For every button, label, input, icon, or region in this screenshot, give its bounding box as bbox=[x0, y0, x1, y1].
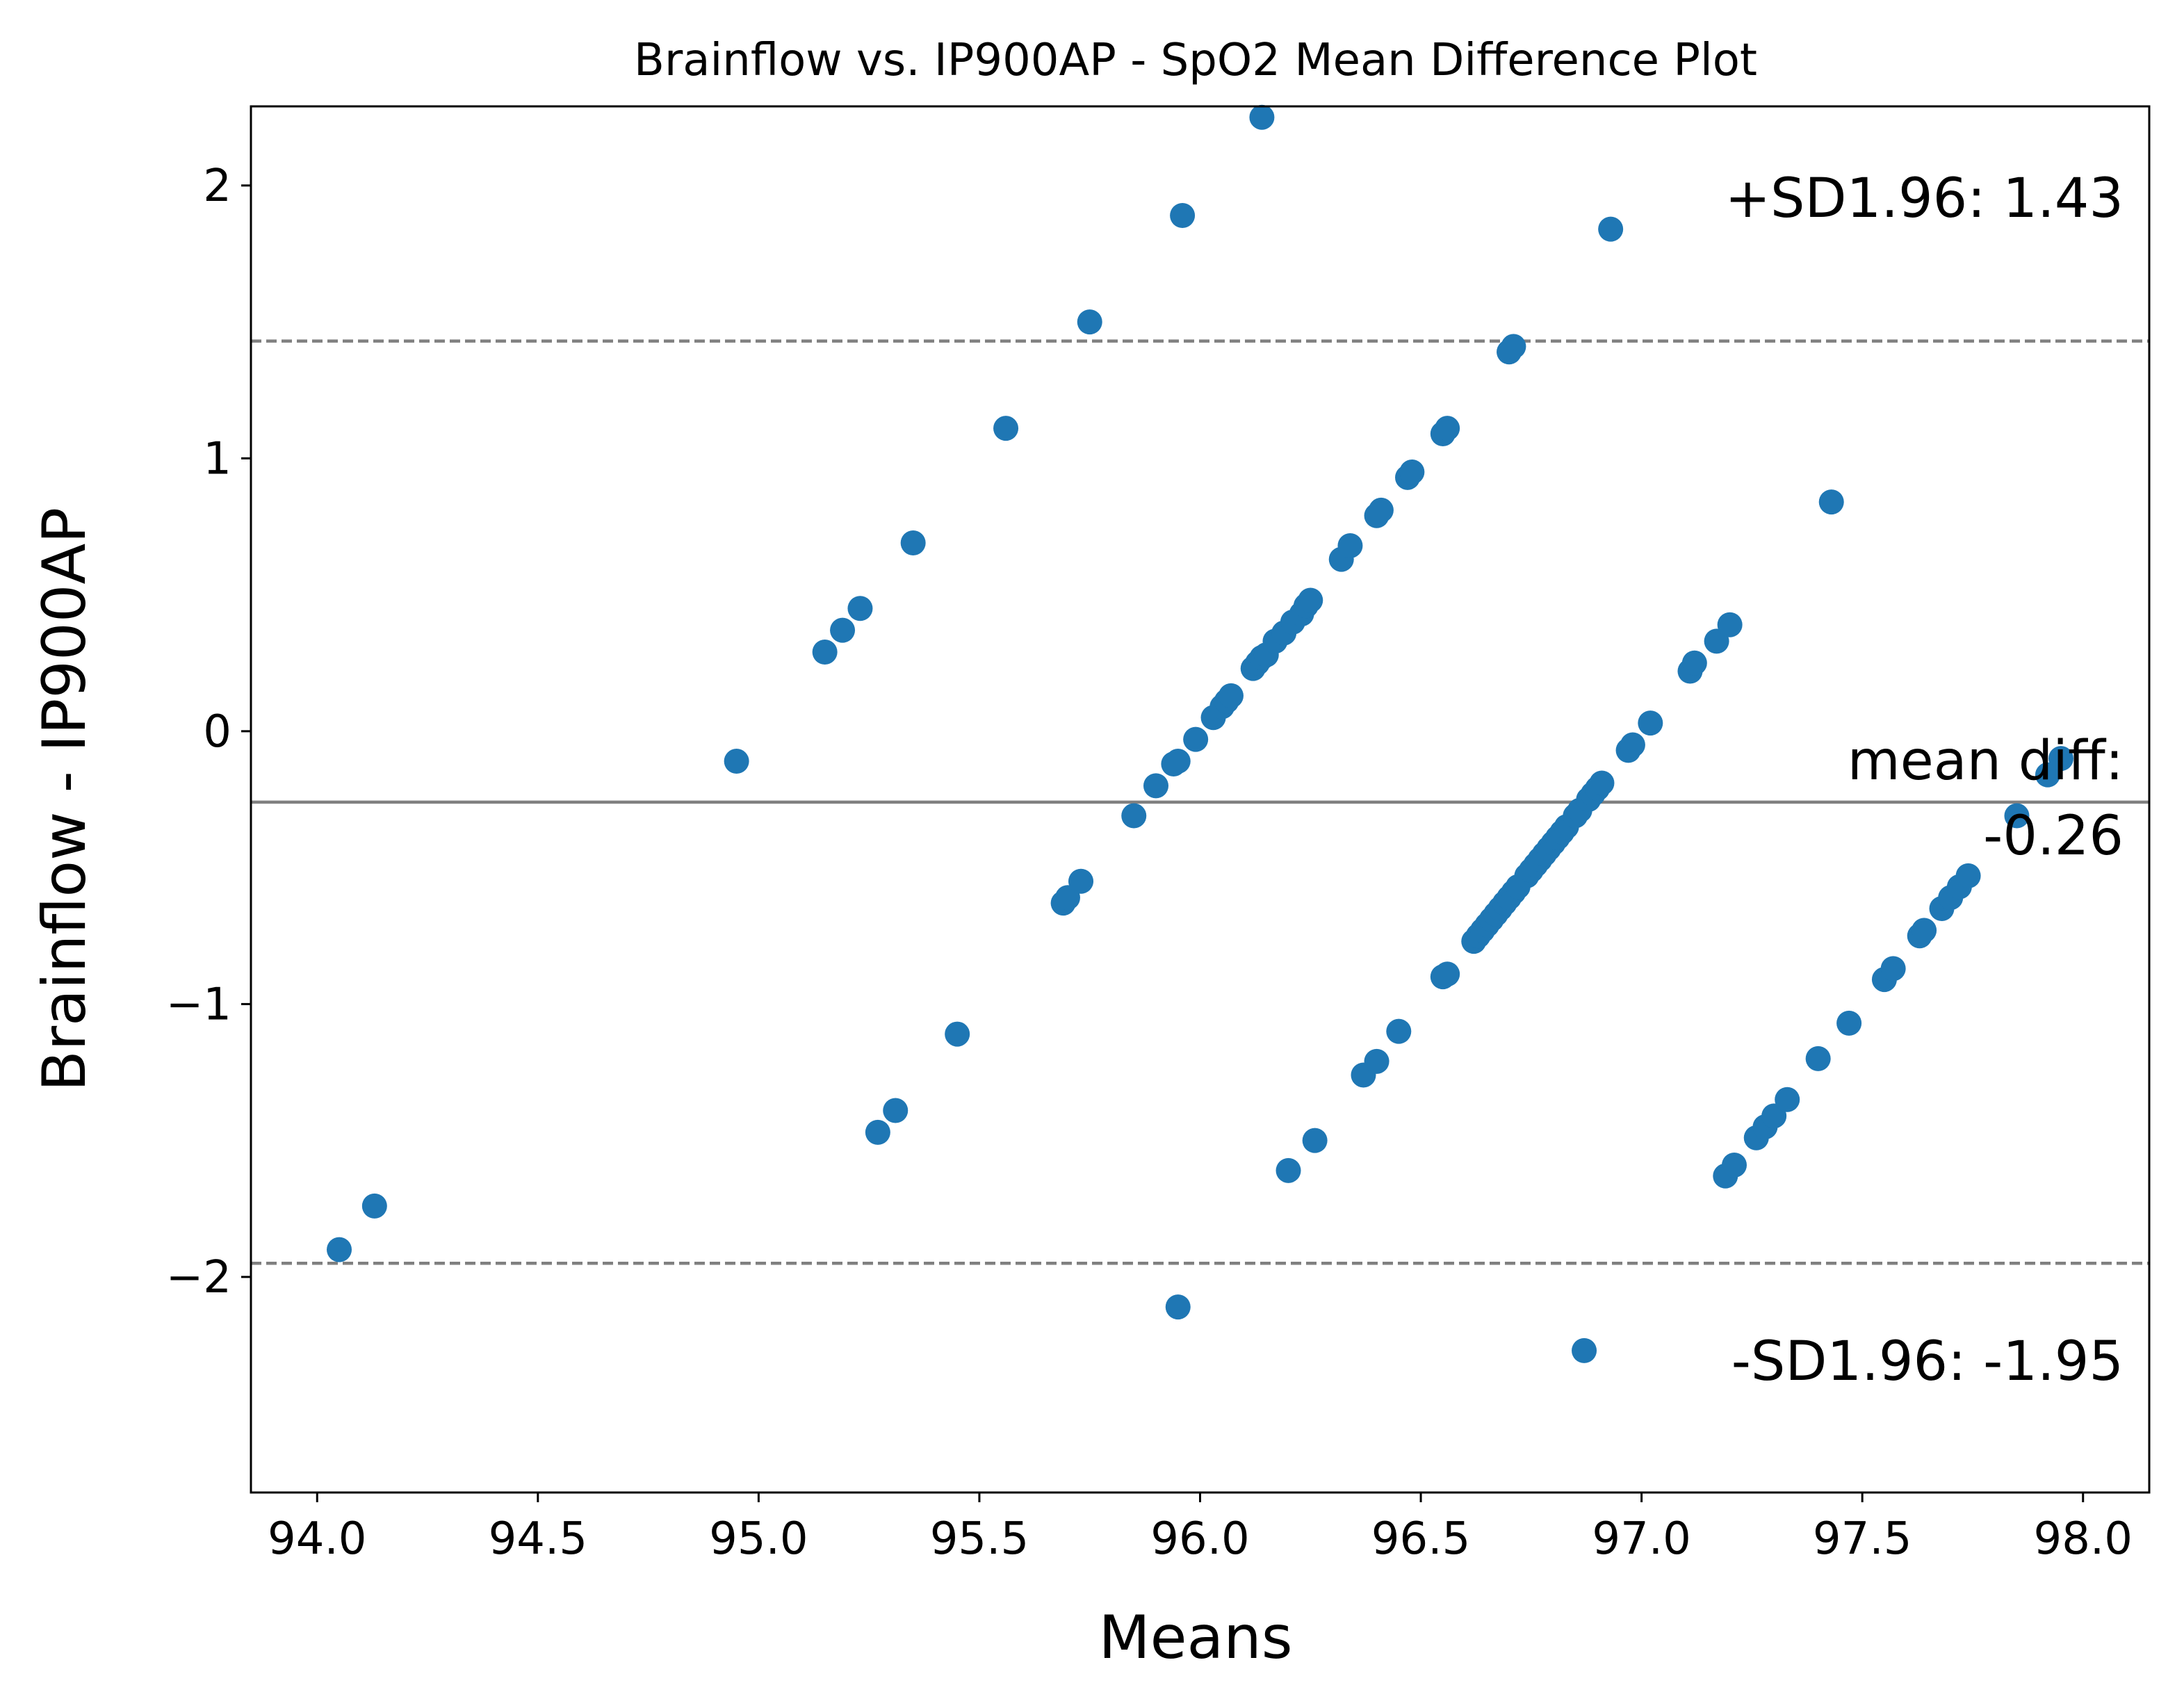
data-point bbox=[1165, 1294, 1191, 1320]
data-point bbox=[1302, 1128, 1328, 1153]
data-point bbox=[1912, 918, 1937, 943]
y-tick-label: −2 bbox=[166, 1252, 231, 1303]
annotations: +SD1.96: 1.43 mean diff: -0.26 -SD1.96: … bbox=[1725, 168, 2124, 1393]
data-point bbox=[1805, 1046, 1831, 1071]
data-point bbox=[1681, 650, 1707, 676]
data-point bbox=[1165, 749, 1191, 774]
data-point bbox=[1589, 770, 1615, 796]
data-point bbox=[327, 1237, 352, 1262]
y-tick-label: −1 bbox=[166, 979, 231, 1030]
data-point bbox=[1143, 773, 1168, 799]
data-point bbox=[900, 530, 926, 556]
data-point bbox=[1337, 532, 1363, 558]
data-point bbox=[1598, 216, 1624, 242]
data-point bbox=[1836, 1010, 1862, 1036]
data-point bbox=[830, 617, 856, 643]
data-point bbox=[1068, 868, 1094, 894]
data-point bbox=[1218, 683, 1244, 708]
data-point bbox=[1386, 1018, 1412, 1044]
data-point bbox=[847, 596, 873, 621]
data-point bbox=[1638, 710, 1663, 736]
x-tick-label: 98.0 bbox=[2033, 1513, 2133, 1565]
data-point bbox=[1721, 1152, 1747, 1178]
x-tick-label: 96.0 bbox=[1150, 1513, 1250, 1565]
data-point bbox=[1364, 1048, 1390, 1074]
data-point bbox=[812, 640, 838, 665]
x-tick-label: 94.0 bbox=[268, 1513, 367, 1565]
data-point bbox=[1435, 416, 1460, 441]
data-point bbox=[1077, 309, 1102, 335]
y-tick-label: 0 bbox=[203, 706, 231, 758]
y-axis: 2 1 0 −1 −2 bbox=[166, 161, 251, 1303]
data-point bbox=[865, 1119, 890, 1145]
x-tick-label: 97.5 bbox=[1813, 1513, 1912, 1565]
data-point bbox=[1399, 459, 1425, 485]
data-point bbox=[1183, 726, 1209, 752]
data-point bbox=[1501, 334, 1526, 359]
data-point bbox=[2004, 803, 2030, 829]
data-point bbox=[945, 1021, 970, 1047]
x-tick-label: 95.5 bbox=[930, 1513, 1029, 1565]
data-point bbox=[1620, 732, 1645, 758]
data-point bbox=[361, 1193, 387, 1219]
x-tick-label: 95.0 bbox=[709, 1513, 808, 1565]
data-point bbox=[724, 749, 749, 774]
x-axis-label: Means bbox=[1098, 1603, 1292, 1673]
data-point bbox=[1880, 956, 1906, 982]
data-point bbox=[1298, 587, 1323, 613]
y-tick-label: 2 bbox=[203, 161, 231, 212]
data-point bbox=[1435, 961, 1460, 987]
x-tick-label: 97.0 bbox=[1592, 1513, 1691, 1565]
data-point bbox=[2048, 746, 2073, 772]
x-tick-label: 94.5 bbox=[489, 1513, 588, 1565]
data-point bbox=[1249, 104, 1275, 130]
chart-title: Brainflow vs. IP900AP - SpO2 Mean Differ… bbox=[634, 35, 1757, 86]
annotation-upper-limit: +SD1.96: 1.43 bbox=[1725, 168, 2124, 230]
data-point bbox=[993, 416, 1019, 441]
y-axis-label: Brainflow - IP900AP bbox=[30, 507, 99, 1091]
data-point bbox=[1121, 803, 1147, 829]
annotation-mean-diff-value: -0.26 bbox=[1983, 805, 2124, 868]
data-point bbox=[883, 1098, 908, 1123]
data-point bbox=[1775, 1087, 1800, 1112]
x-tick-label: 96.5 bbox=[1371, 1513, 1471, 1565]
data-point bbox=[1717, 612, 1743, 637]
data-point bbox=[1276, 1157, 1301, 1183]
reference-lines bbox=[251, 339, 2149, 1265]
data-point bbox=[1170, 203, 1196, 229]
y-tick-label: 1 bbox=[203, 433, 231, 485]
data-point bbox=[1572, 1337, 1597, 1363]
annotation-lower-limit: -SD1.96: -1.95 bbox=[1731, 1331, 2124, 1393]
scatter-points bbox=[327, 104, 2073, 1363]
data-point bbox=[1818, 489, 1844, 515]
data-point bbox=[1368, 497, 1394, 523]
x-axis: 94.0 94.5 95.0 95.5 96.0 96.5 97.0 97.5 98.0 bbox=[268, 1493, 2133, 1565]
annotation-mean-diff-label: mean diff: bbox=[1848, 730, 2124, 792]
data-point bbox=[1955, 863, 1981, 888]
